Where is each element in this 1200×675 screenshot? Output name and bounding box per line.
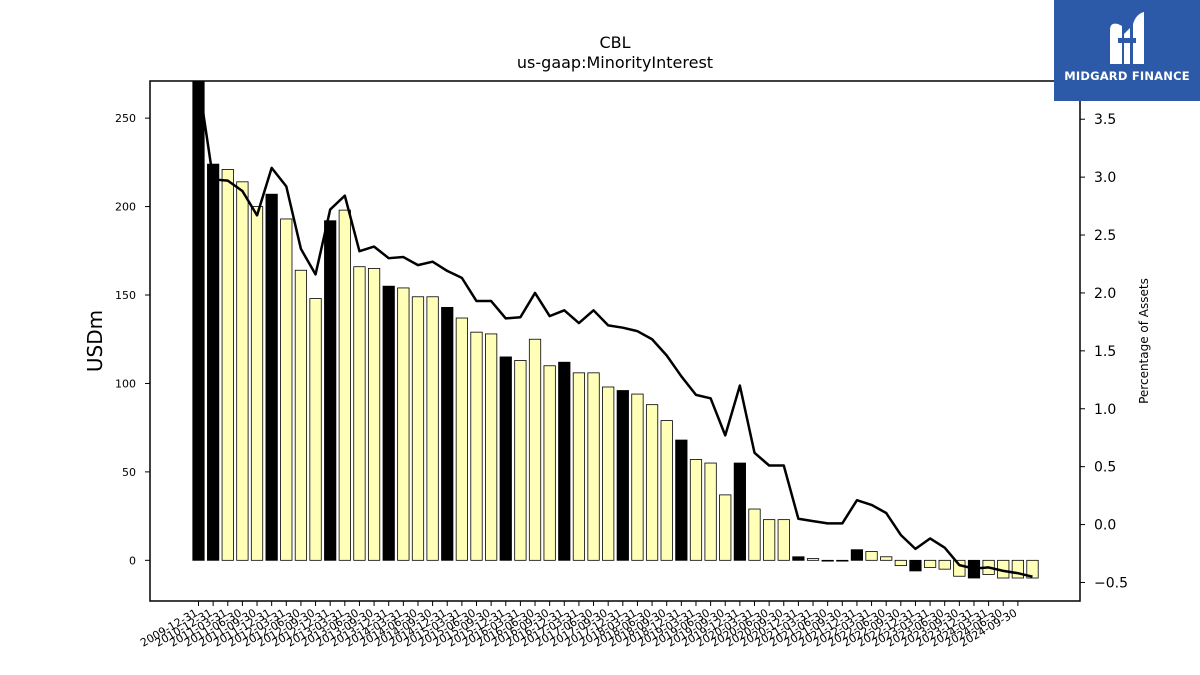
brand-logo: MIDGARD FINANCE xyxy=(1054,0,1200,101)
y2-tick-label: 1.0 xyxy=(1094,402,1116,418)
bar xyxy=(558,361,571,561)
bar xyxy=(587,372,600,561)
y-axis-label: USDm xyxy=(83,310,107,372)
y2-tick-label: 0.5 xyxy=(1094,460,1116,476)
bar xyxy=(616,390,629,561)
bar xyxy=(367,268,381,561)
left-axis-ticks: 0 50 100 150 200 250 xyxy=(115,112,150,567)
bar xyxy=(543,365,556,561)
bar xyxy=(485,333,498,561)
bar xyxy=(806,558,820,561)
bar xyxy=(880,556,893,561)
bar xyxy=(836,559,849,562)
y2-tick-label: 3.5 xyxy=(1094,112,1116,128)
bar xyxy=(499,356,512,561)
x-axis-ticks: 2009-12-312010-12-312011-03-312011-06-30… xyxy=(138,601,1019,650)
bar xyxy=(411,296,425,561)
bar xyxy=(382,285,395,561)
bar xyxy=(938,559,951,570)
bar xyxy=(572,372,586,561)
y-tick-label: 150 xyxy=(115,289,136,302)
bar xyxy=(821,559,834,562)
bar xyxy=(631,393,644,561)
bar xyxy=(192,80,205,561)
bar xyxy=(850,549,864,561)
bar xyxy=(528,338,542,561)
y-tick-label: 0 xyxy=(129,554,136,567)
bar xyxy=(455,317,468,561)
bar xyxy=(792,556,805,561)
bar xyxy=(514,360,527,561)
bar xyxy=(719,494,732,561)
bar xyxy=(909,559,922,572)
bar xyxy=(894,559,907,567)
logo-text: MIDGARD FINANCE xyxy=(1064,69,1190,83)
bar xyxy=(602,386,615,561)
bar xyxy=(426,296,439,561)
chart-subtitle: us-gaap:MinorityInterest xyxy=(517,53,713,72)
bar xyxy=(265,193,278,561)
bar xyxy=(763,519,776,561)
y2-tick-label: 0.0 xyxy=(1094,518,1116,534)
y2-tick-label: 1.5 xyxy=(1094,344,1116,360)
line-series xyxy=(197,80,1033,578)
bar xyxy=(748,508,761,561)
y2-tick-label: 3.0 xyxy=(1094,170,1116,186)
bar xyxy=(236,181,249,561)
y2-tick-label: 2.0 xyxy=(1094,286,1116,302)
bar xyxy=(280,218,293,561)
bar xyxy=(645,404,659,561)
bar xyxy=(733,462,746,561)
chart-title: CBL xyxy=(599,33,630,52)
y2-tick-label: 2.5 xyxy=(1094,228,1116,244)
bar xyxy=(470,331,483,561)
right-axis-ticks: −0.5 0.0 0.5 1.0 1.5 2.0 2.5 3.0 3.5 xyxy=(1080,112,1128,591)
bar xyxy=(250,206,264,561)
bar xyxy=(397,287,410,561)
y2-axis-label: Percentage of Assets xyxy=(1137,278,1151,404)
bar-series xyxy=(192,80,1039,579)
bar xyxy=(953,559,966,577)
y-tick-label: 200 xyxy=(115,201,136,214)
bar xyxy=(689,459,703,561)
bar xyxy=(353,266,366,561)
bar xyxy=(294,269,308,561)
bar xyxy=(441,306,454,561)
bar xyxy=(338,209,351,561)
bar xyxy=(309,298,322,561)
bar xyxy=(207,163,220,561)
plot-frame xyxy=(149,80,1081,602)
bar xyxy=(865,551,878,561)
bar xyxy=(923,559,937,568)
bar xyxy=(704,462,717,561)
y-tick-label: 100 xyxy=(115,377,136,390)
bar xyxy=(675,439,688,561)
bar xyxy=(1026,559,1039,579)
y-tick-label: 250 xyxy=(115,112,136,125)
bar xyxy=(777,519,790,561)
percentage-line xyxy=(197,80,1033,578)
y-tick-label: 50 xyxy=(122,466,136,479)
bar xyxy=(324,220,337,561)
logo-mark-icon xyxy=(1110,12,1144,65)
bar xyxy=(660,420,673,561)
bar xyxy=(1011,559,1024,579)
y2-tick-label: −0.5 xyxy=(1094,575,1128,591)
bar xyxy=(221,169,234,561)
